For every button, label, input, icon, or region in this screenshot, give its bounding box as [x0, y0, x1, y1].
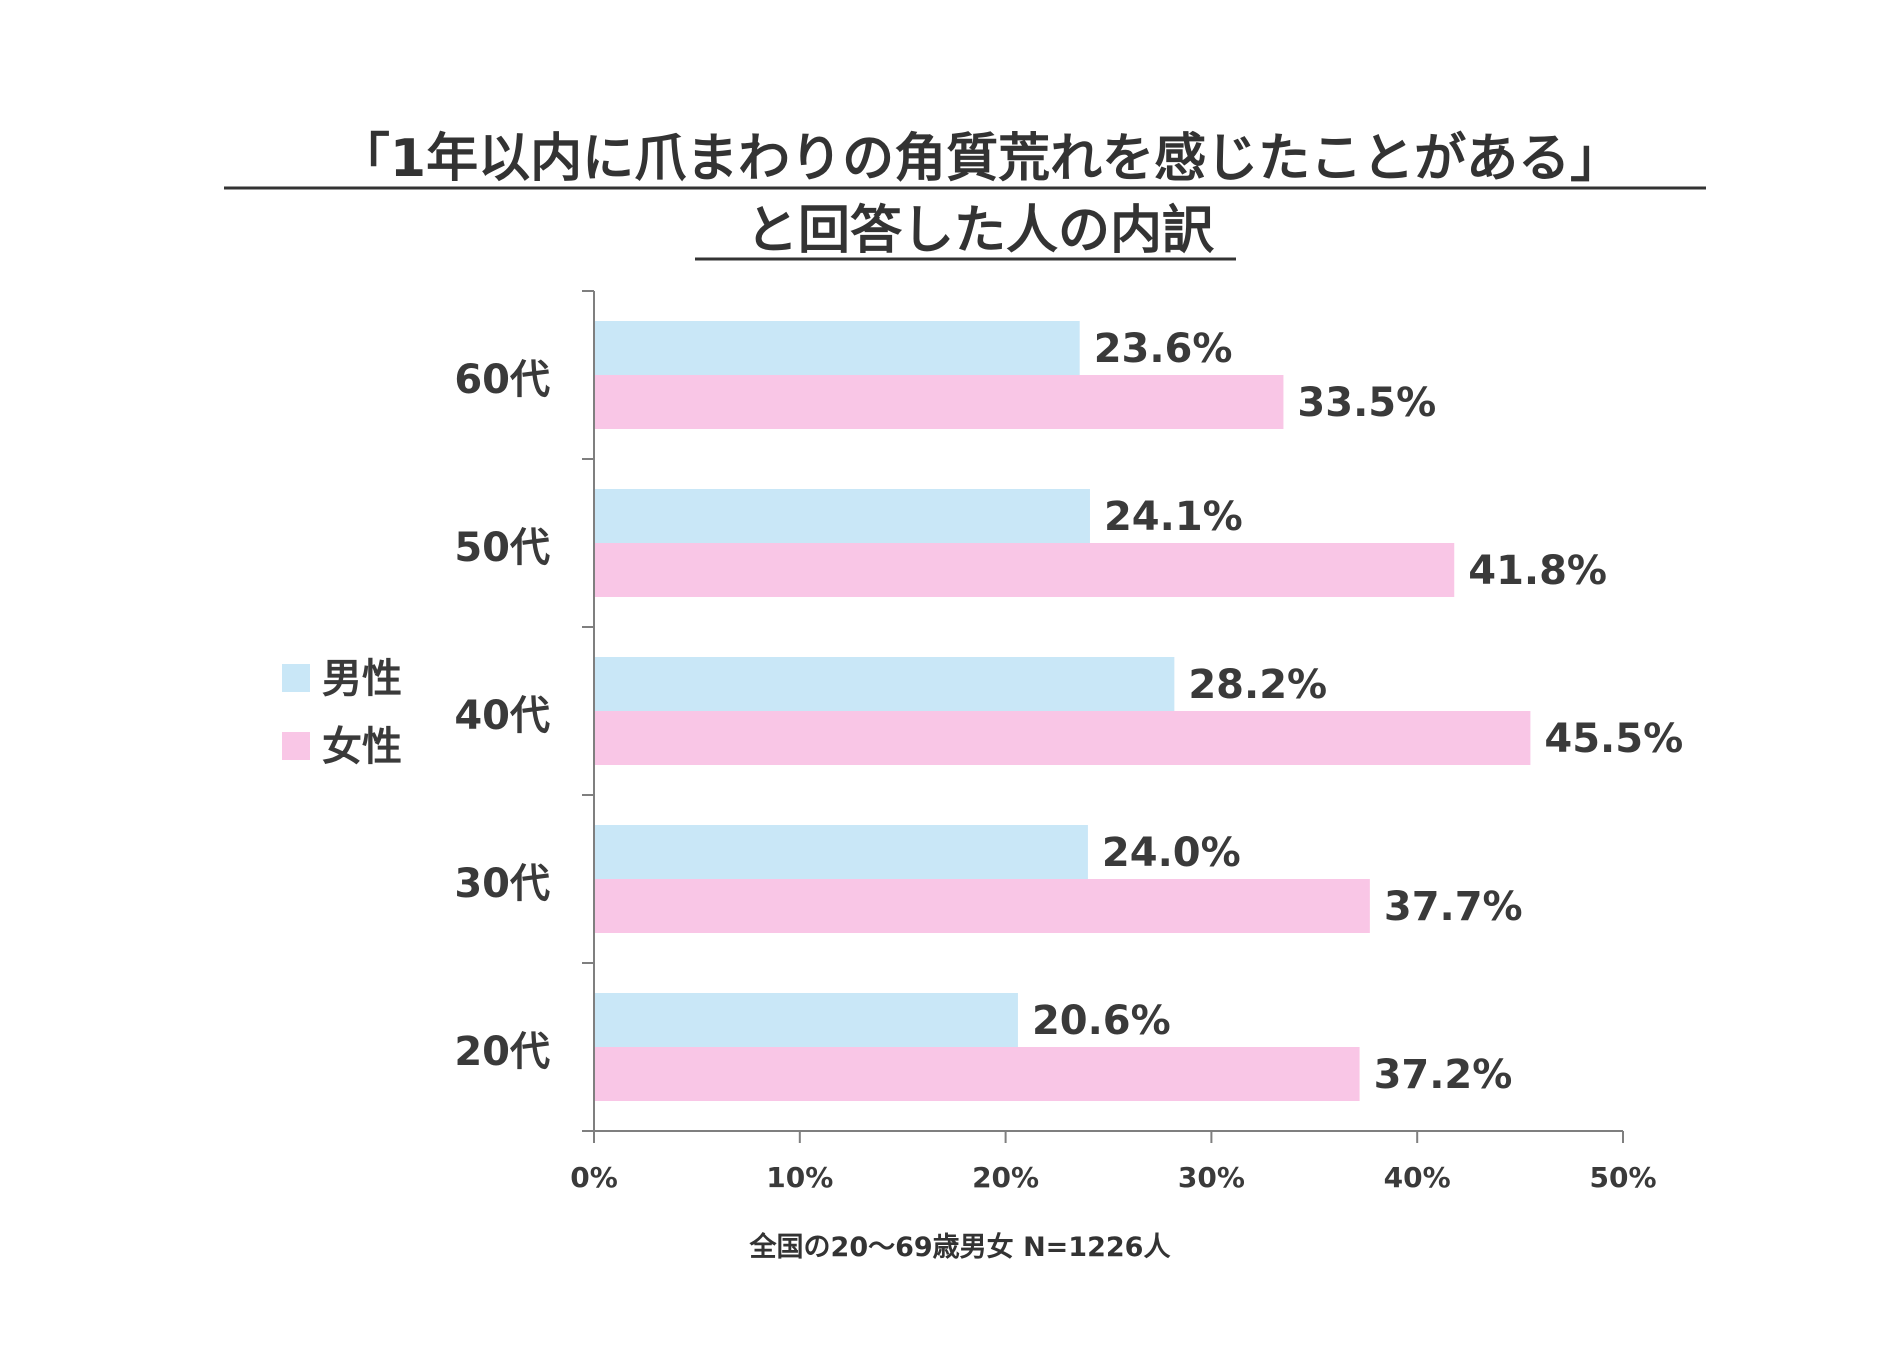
data-label: 24.0% [1102, 830, 1241, 876]
bar [594, 711, 1531, 765]
bar [594, 543, 1455, 597]
chart-title-line-2: と回答した人の内訳 [746, 201, 1215, 261]
x-tick-label: 10% [766, 1161, 833, 1194]
sample-footnote: 全国の20～69歳男女 N=1226人 [749, 1231, 1171, 1263]
category-label: 20代 [454, 1029, 550, 1075]
bar [594, 375, 1284, 429]
data-label: 24.1% [1104, 494, 1243, 540]
data-label: 28.2% [1188, 662, 1327, 708]
data-label: 37.7% [1384, 884, 1523, 930]
x-tick-label: 50% [1589, 1161, 1656, 1194]
plot-area: 60代 23.6% 33.5% 50代 24.1% 41.8% 40代 28.2% 45.5% 3… [454, 290, 1683, 1194]
category-label: 40代 [454, 693, 550, 739]
legend-swatch [282, 732, 310, 760]
bar [594, 1047, 1360, 1101]
data-label: 41.8% [1468, 548, 1607, 594]
data-label: 23.6% [1094, 326, 1233, 372]
category-label: 50代 [454, 525, 550, 571]
bar [594, 879, 1370, 933]
x-tick-label: 40% [1384, 1161, 1451, 1194]
bar [594, 657, 1175, 711]
x-tick-label: 0% [570, 1161, 618, 1194]
data-label: 45.5% [1544, 716, 1683, 762]
data-label: 37.2% [1374, 1052, 1513, 1098]
legend-label: 男性 [322, 656, 402, 702]
x-tick-label: 20% [972, 1161, 1039, 1194]
chart-title-line-1: 「1年以内に爪まわりの角質荒れを感じたことがある」 [338, 129, 1622, 189]
data-label: 33.5% [1297, 380, 1436, 426]
data-label: 20.6% [1032, 998, 1171, 1044]
bar [594, 993, 1018, 1047]
category-label: 60代 [454, 357, 550, 403]
category-label: 30代 [454, 861, 550, 907]
bar [594, 489, 1090, 543]
chart-title: 「1年以内に爪まわりの角質荒れを感じたことがある」 と回答した人の内訳 [224, 129, 1706, 261]
bar [594, 825, 1088, 879]
legend-label: 女性 [322, 724, 402, 770]
legend-swatch [282, 664, 310, 692]
bar [594, 321, 1080, 375]
x-tick-label: 30% [1178, 1161, 1245, 1194]
